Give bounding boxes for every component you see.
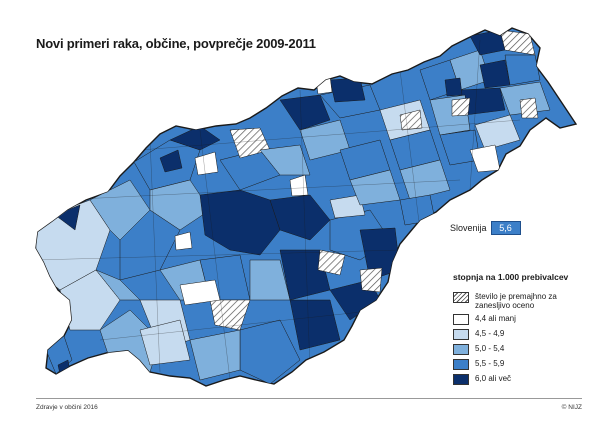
legend-label: 5,0 - 5,4: [475, 344, 505, 353]
footer-source: Zdravje v občini 2016: [36, 404, 98, 411]
map-title: Novi primeri raka, občine, povprečje 200…: [36, 36, 316, 51]
legend-item: 5,5 - 5,9: [453, 359, 585, 370]
legend-swatch-hatched: [453, 292, 469, 303]
country-value-badge: 5,6: [490, 221, 521, 235]
legend-title: stopnja na 1.000 prebivalcev: [453, 272, 569, 282]
legend-item: 6,0 ali več: [453, 374, 585, 385]
legend-label: 5,5 - 5,9: [475, 359, 505, 368]
legend-label: število je premajhno za zanesljivo oceno: [475, 292, 557, 310]
legend-swatch: [453, 344, 469, 355]
legend-item: 4,4 ali manj: [453, 314, 585, 325]
legend-swatch: [453, 329, 469, 340]
map-legend: stopnja na 1.000 prebivalcev število je …: [453, 272, 585, 389]
footer-divider: [36, 398, 582, 399]
country-average: Slovenija 5,6: [450, 221, 521, 235]
legend-swatch: [453, 374, 469, 385]
legend-item: 5,0 - 5,4: [453, 344, 585, 355]
country-label: Slovenija: [450, 223, 487, 233]
legend-label: 6,0 ali več: [475, 374, 512, 383]
legend-label: 4,4 ali manj: [475, 314, 516, 323]
legend-swatch: [453, 314, 469, 325]
legend-swatch: [453, 359, 469, 370]
footer-copyright: © NIJZ: [561, 404, 582, 411]
legend-label: 4,5 - 4,9: [475, 329, 505, 338]
legend-item: 4,5 - 4,9: [453, 329, 585, 340]
legend-item: število je premajhno za zanesljivo oceno: [453, 292, 585, 310]
